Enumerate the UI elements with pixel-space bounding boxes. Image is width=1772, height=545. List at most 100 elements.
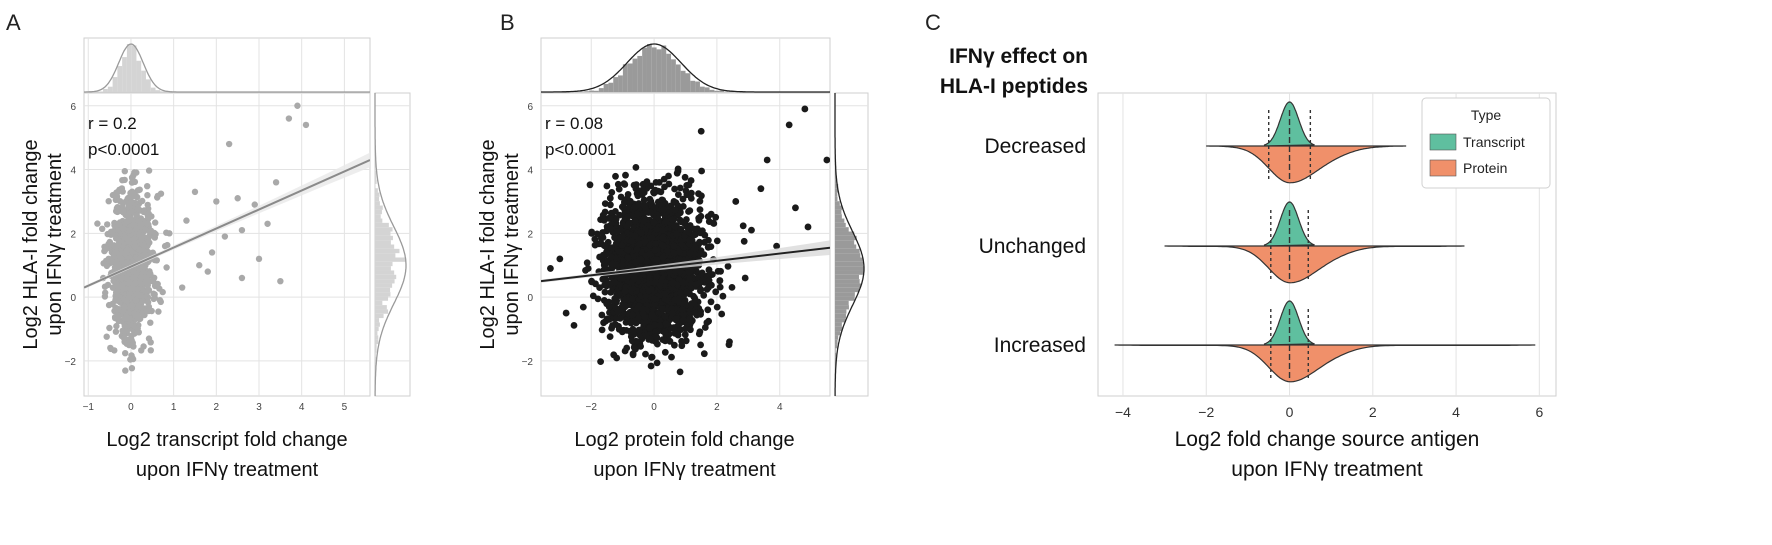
scatter-point	[685, 316, 693, 323]
right-histogram-bar	[835, 261, 864, 267]
scatter-point	[685, 228, 692, 236]
top-histogram-bar	[608, 82, 614, 92]
y-tick-label: 6	[527, 102, 533, 113]
x-tick-label: 2	[714, 402, 720, 413]
scatter-point	[653, 359, 661, 367]
top-histogram-bar	[671, 59, 676, 92]
scatter-point	[112, 328, 120, 335]
scatter-point	[654, 340, 661, 348]
scatter-point	[586, 181, 594, 189]
x-axis-label-line2: upon IFNγ treatment	[136, 459, 319, 481]
scatter-point	[642, 332, 650, 340]
top-marginal	[541, 43, 830, 93]
scatter-point	[687, 284, 695, 292]
scatter-point	[105, 198, 112, 205]
scatter-point	[670, 242, 678, 250]
right-histogram-bar	[835, 318, 846, 323]
scatter-point	[661, 183, 668, 191]
top-histogram-bar	[160, 91, 166, 92]
right-histogram-bar	[375, 305, 387, 310]
scatter-point	[622, 171, 629, 179]
right-histogram-bar	[375, 313, 384, 319]
right-histogram-bar	[375, 266, 391, 271]
top-histogram-bar	[141, 70, 146, 92]
x-tick-label: 2	[214, 402, 220, 413]
right-histogram-bar	[375, 331, 378, 336]
panel-c: C −4 −2 0 2 4 6 IFNγ effect on HLA-I peptides Dec…	[925, 10, 1557, 481]
scatter-point	[121, 234, 129, 241]
scatter-point	[785, 121, 793, 129]
scatter-point	[646, 324, 654, 332]
scatter-point	[704, 243, 712, 251]
panel-label: C	[925, 10, 941, 35]
scatter-point	[612, 240, 620, 247]
right-histogram-bar	[375, 244, 395, 249]
scatter-point	[724, 262, 732, 270]
scatter-point	[621, 296, 629, 303]
scatter-point	[663, 296, 671, 304]
scatter-point	[675, 295, 683, 303]
right-histogram-bar	[375, 248, 400, 254]
scatter-point	[154, 192, 161, 200]
scatter-point	[628, 237, 636, 245]
scatter-point	[599, 251, 607, 259]
scatter-point	[728, 284, 736, 291]
scatter-point	[792, 204, 799, 212]
y-axis-label-line2: upon IFNγ treatment	[44, 153, 66, 336]
top-histogram-bar	[103, 89, 108, 92]
y-tick-label: 2	[527, 229, 533, 240]
top-histogram-bar	[714, 90, 720, 92]
scatter-point	[656, 322, 664, 329]
scatter-point	[662, 320, 670, 328]
scatter-point	[570, 322, 578, 329]
scatter-point	[134, 205, 142, 212]
legend-swatch	[1429, 133, 1457, 151]
right-histogram-bar	[375, 335, 379, 340]
scatter-point	[672, 315, 680, 323]
scatter-point	[661, 290, 669, 298]
violin-decreased: Decreased	[984, 101, 1407, 184]
top-histogram-bar	[593, 90, 599, 92]
top-histogram-bar	[661, 45, 667, 92]
y-tick-label: 6	[70, 102, 76, 113]
scatter-point	[131, 243, 139, 250]
right-histogram-bar	[835, 326, 843, 332]
right-histogram-bar	[835, 231, 855, 236]
scatter-point	[150, 295, 157, 303]
scatter-point	[637, 256, 645, 264]
right-histogram-bar	[835, 257, 863, 262]
right-histogram-bar	[835, 188, 838, 193]
top-histogram-bar	[695, 81, 700, 92]
scatter-point	[155, 308, 162, 315]
scatter-point	[134, 187, 142, 194]
scatter-point	[624, 246, 632, 254]
scatter-point	[757, 185, 765, 193]
scatter-point	[703, 286, 711, 293]
scatter-point	[637, 343, 644, 350]
scatter-point	[605, 214, 613, 222]
top-histogram-bar	[117, 66, 123, 92]
scatter-point	[660, 211, 668, 218]
right-histogram-bar	[835, 283, 862, 288]
top-histogram-bar	[651, 47, 657, 92]
scatter-point	[99, 225, 106, 232]
right-histogram-bar	[375, 205, 383, 210]
scatter-point	[616, 248, 624, 255]
scatter-point	[591, 241, 599, 249]
panel-label: B	[500, 10, 515, 35]
violin-unchanged: Unchanged	[979, 201, 1465, 284]
top-histogram-bar	[618, 75, 623, 92]
x-tick-label: 6	[1535, 404, 1543, 420]
scatter-point	[107, 345, 115, 353]
scatter-point	[624, 273, 632, 280]
scatter-point	[648, 234, 656, 242]
scatter-point	[713, 237, 721, 245]
x-tick-label: 0	[1286, 404, 1294, 420]
p-value-label: p<0.0001	[545, 140, 616, 159]
scatter-point	[277, 277, 284, 285]
scatter-point	[225, 140, 233, 148]
scatter-point	[191, 188, 199, 196]
right-histogram-bar	[835, 214, 842, 219]
scatter-point	[134, 193, 141, 201]
scatter-point	[640, 218, 648, 225]
